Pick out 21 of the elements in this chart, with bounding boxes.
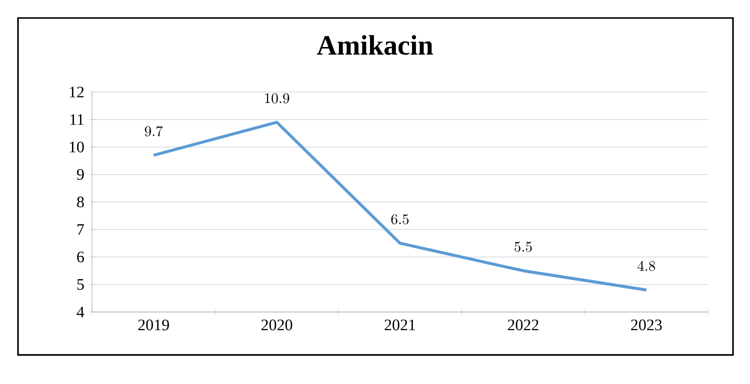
data-label: 6.5 (391, 214, 409, 224)
data-label: 5.5 (514, 242, 532, 252)
y-tick-label: 11 (70, 114, 84, 125)
y-tick-label: 8 (77, 196, 84, 208)
chart-title: Amikacin (316, 35, 433, 55)
y-tick-label: 9 (76, 169, 84, 180)
data-label: 9.7 (144, 126, 163, 136)
y-tick-label: 12 (70, 86, 84, 98)
data-label: 4.8 (637, 260, 656, 272)
line-series (152, 120, 648, 292)
x-tick-label: 2020 (262, 320, 292, 330)
x-tick-label: 2021 (384, 320, 416, 330)
y-tick-label: 7 (78, 224, 84, 235)
y-tick-label: 4 (76, 306, 84, 318)
y-tick-label: 10 (70, 142, 84, 152)
x-tick-label: 2019 (138, 320, 169, 330)
y-tick-label: 5 (77, 279, 84, 290)
x-tick-label: 2022 (508, 320, 538, 330)
y-tick-label: 6 (77, 252, 84, 262)
data-label: 10.9 (265, 93, 290, 104)
x-tick-label: 2023 (631, 320, 662, 330)
